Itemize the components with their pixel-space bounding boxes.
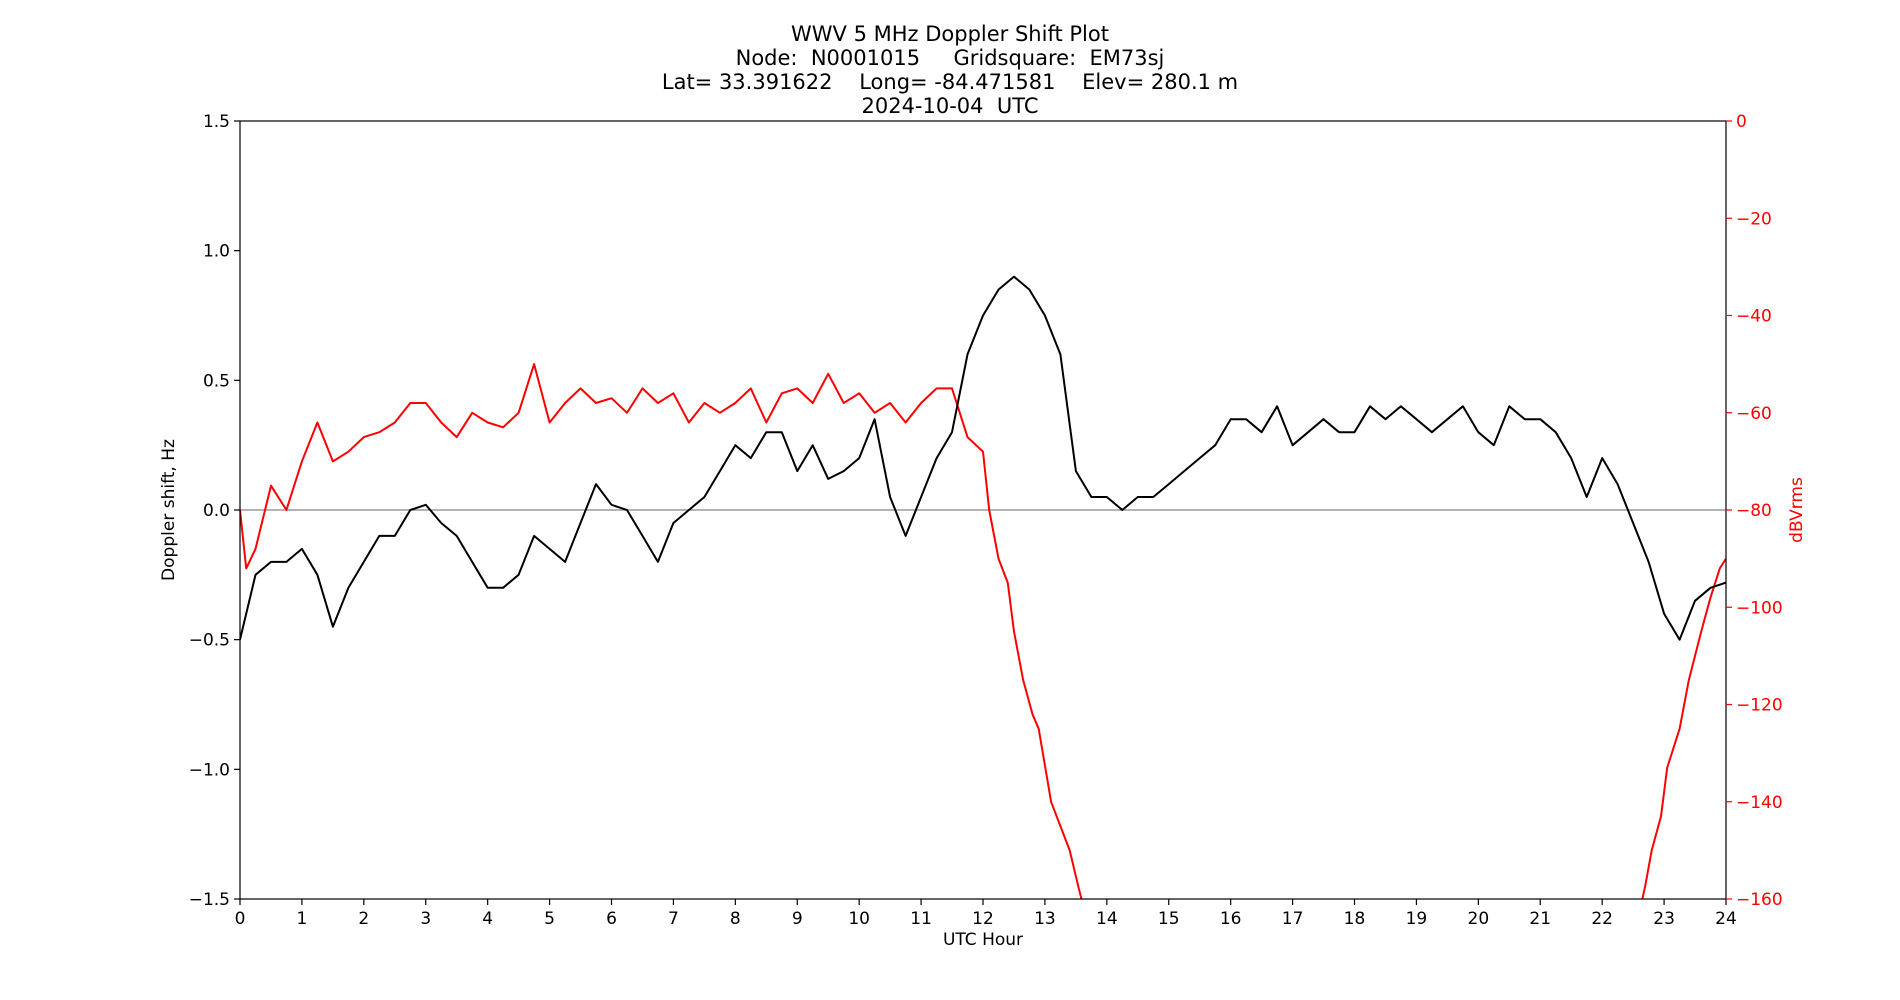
doppler-shift-line: [240, 275, 1726, 641]
x-tick-label: 6: [606, 909, 617, 929]
x-tick-label: 2: [358, 909, 369, 929]
x-tick-label: 11: [910, 909, 932, 929]
y-right-tick-label: −20: [1736, 209, 1772, 229]
x-tick-label: 15: [1158, 909, 1180, 929]
y-right-tick-label: −100: [1736, 598, 1783, 618]
y-right-tick-label: −80: [1736, 501, 1772, 521]
x-tick-label: 5: [544, 909, 555, 929]
x-axis-label: UTC Hour: [943, 930, 1023, 950]
y-left-tick-label: 1.0: [203, 242, 230, 262]
x-tick-label: 9: [792, 909, 803, 929]
chart-title: WWV 5 MHz Doppler Shift Plot: [791, 22, 1109, 46]
y-right-tick-label: −160: [1736, 890, 1783, 910]
y-right-tick-label: −140: [1736, 793, 1783, 813]
x-tick-label: 22: [1591, 909, 1613, 929]
y-right-tick-label: −40: [1736, 307, 1772, 327]
x-tick-label: 16: [1220, 909, 1242, 929]
y-left-tick-label: 0.0: [203, 501, 230, 521]
x-tick-label: 8: [730, 909, 741, 929]
x-tick-label: 4: [482, 909, 493, 929]
x-tick-label: 24: [1715, 909, 1737, 929]
x-tick-label: 14: [1096, 909, 1118, 929]
x-tick-label: 12: [972, 909, 994, 929]
x-tick-label: 21: [1529, 909, 1551, 929]
y-right-tick-label: 0: [1736, 112, 1747, 132]
x-tick-label: 3: [420, 909, 431, 929]
y-left-tick-label: −1.5: [189, 890, 230, 910]
chart-subtitle-location: Lat= 33.391622 Long= -84.471581 Elev= 28…: [661, 70, 1239, 94]
x-tick-label: 1: [297, 909, 308, 929]
x-tick-label: 20: [1468, 909, 1490, 929]
chart-subtitle-date: 2024-10-04 UTC: [861, 94, 1039, 118]
x-tick-label: 13: [1034, 909, 1056, 929]
y-right-tick-label: −60: [1736, 404, 1772, 424]
x-tick-label: 7: [668, 909, 679, 929]
x-tick-label: 19: [1406, 909, 1428, 929]
y-right-tick-label: −120: [1736, 696, 1783, 716]
x-tick-label: 18: [1344, 909, 1366, 929]
y-axis-label-left: Doppler shift, Hz: [159, 439, 179, 581]
y-axis-label-right: dBVrms: [1787, 477, 1807, 543]
x-tick-label: 0: [235, 909, 246, 929]
y-left-tick-label: −1.0: [189, 760, 230, 780]
x-tick-label: 17: [1282, 909, 1304, 929]
y-left-tick-label: 1.5: [203, 112, 230, 132]
y-left-tick-label: −0.5: [189, 631, 230, 651]
x-tick-label: 10: [848, 909, 870, 929]
x-tick-label: 23: [1653, 909, 1675, 929]
y-left-tick-label: 0.5: [203, 371, 230, 391]
chart-subtitle-node: Node: N0001015 Gridsquare: EM73sj: [735, 46, 1165, 70]
